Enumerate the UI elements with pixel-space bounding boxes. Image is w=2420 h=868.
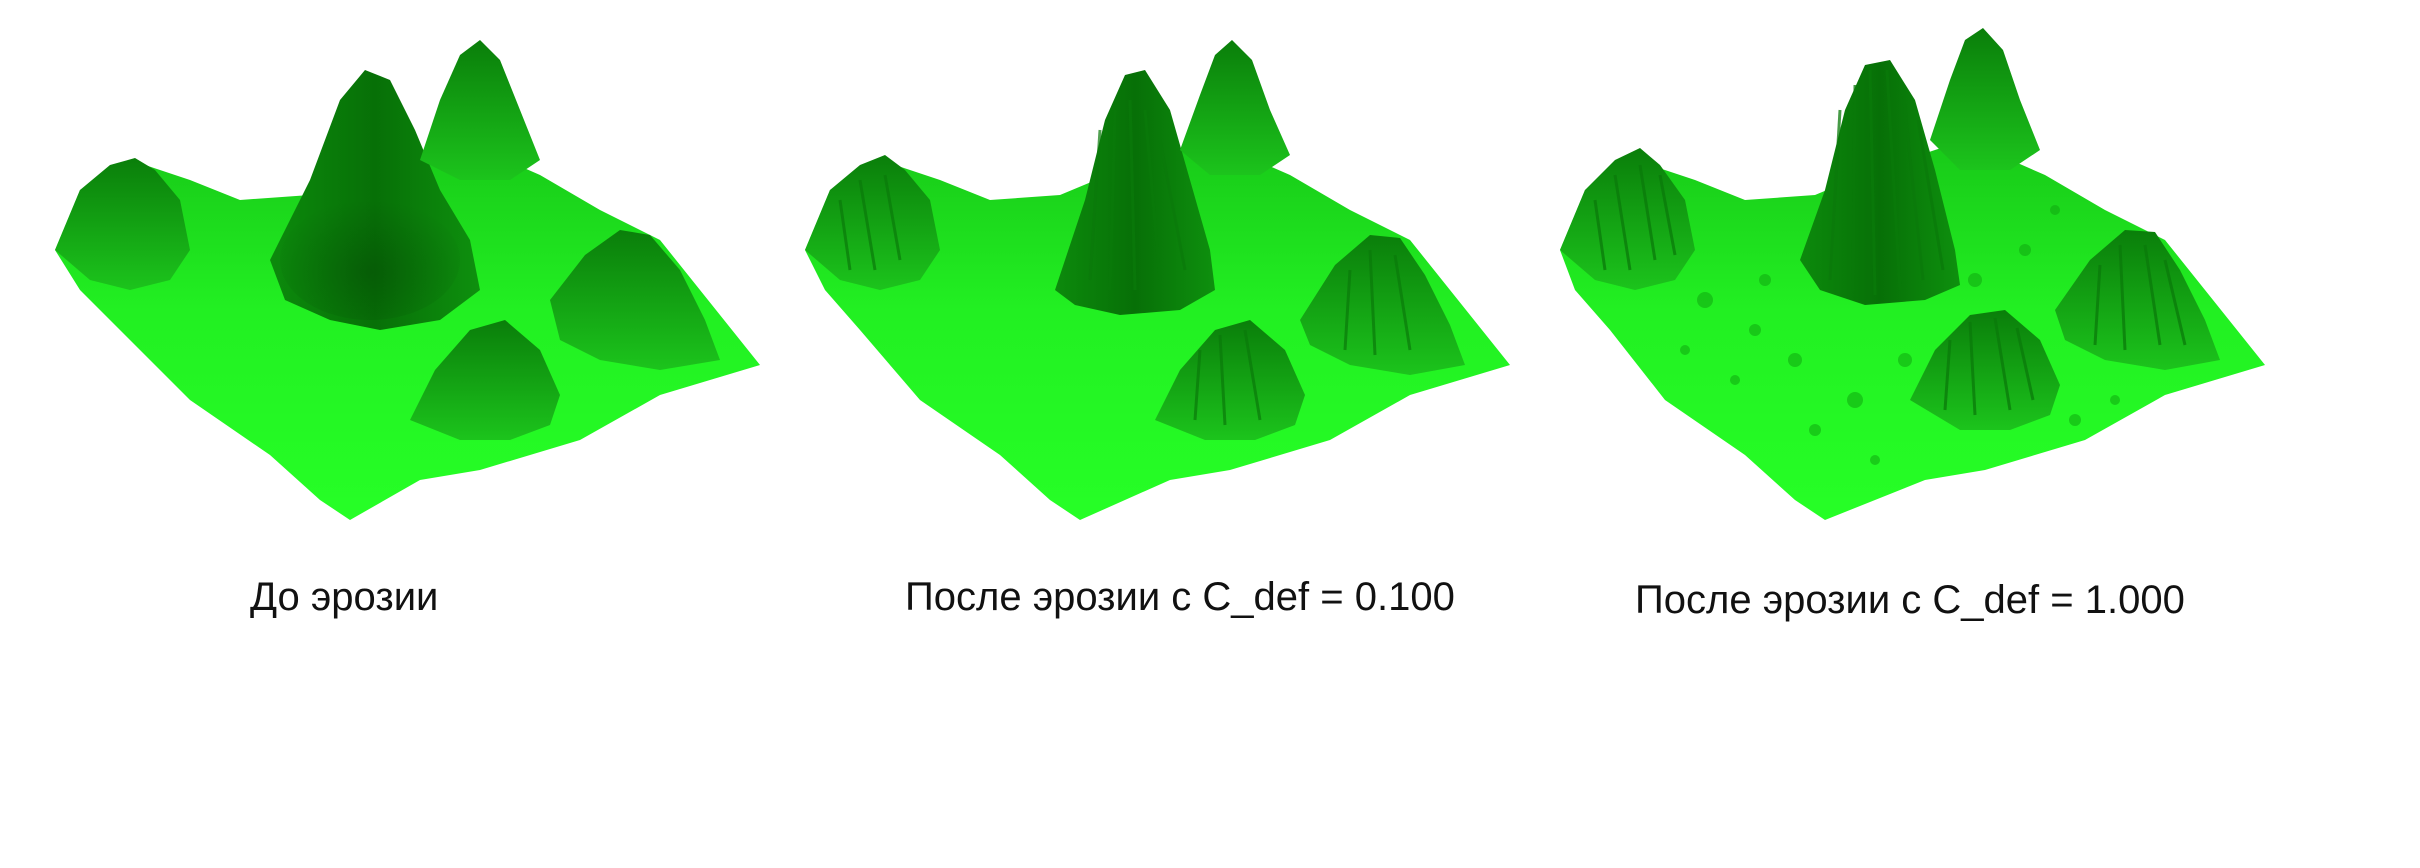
- terrain-panel-before: [40, 0, 770, 540]
- caption-before-erosion: До эрозии: [250, 575, 439, 619]
- caption-after-erosion-cdef-1000: После эрозии с C_def = 1.000: [1635, 578, 2185, 622]
- terrain-panel-cdef-0100: [800, 0, 1520, 540]
- terrain-image-cdef-1000: [1560, 28, 2265, 520]
- terrain-image-cdef-0100: [805, 40, 1510, 520]
- caption-after-erosion-cdef-0100: После эрозии с C_def = 0.100: [905, 575, 1455, 619]
- terrain-panel-cdef-1000: [1555, 0, 2275, 540]
- terrain-image-before: [55, 40, 760, 520]
